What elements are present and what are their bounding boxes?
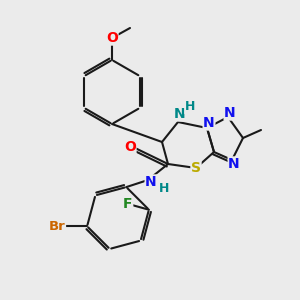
Text: N: N: [145, 175, 157, 189]
Text: O: O: [106, 31, 118, 45]
Text: N: N: [228, 157, 240, 171]
Text: N: N: [174, 107, 186, 121]
Text: H: H: [159, 182, 169, 194]
Text: N: N: [224, 106, 236, 120]
Text: F: F: [123, 197, 133, 211]
Text: H: H: [185, 100, 195, 113]
Text: S: S: [191, 161, 201, 175]
Text: O: O: [124, 140, 136, 154]
Text: Br: Br: [49, 220, 65, 233]
Text: N: N: [203, 116, 215, 130]
